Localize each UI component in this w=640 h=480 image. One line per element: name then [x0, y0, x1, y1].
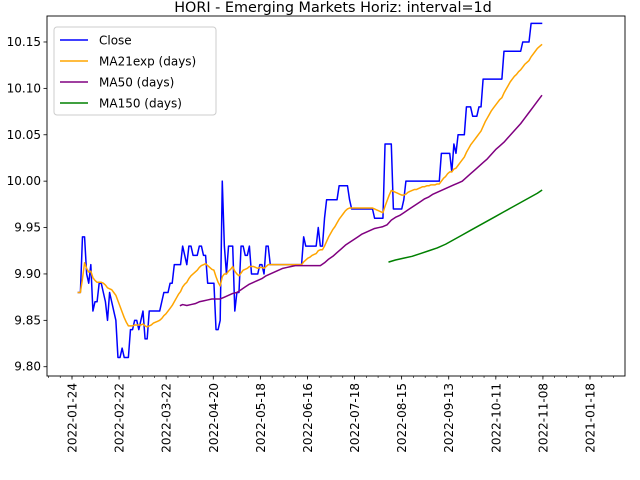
y-tick-label: 10.05	[7, 128, 41, 142]
x-tick-label: 2022-02-22	[113, 383, 127, 453]
legend-label: Close	[99, 34, 132, 48]
legend-box	[53, 26, 217, 116]
y-tick-label: 9.80	[14, 360, 41, 374]
x-tick-label: 2022-01-24	[66, 383, 80, 453]
x-tick-label: 2022-09-13	[442, 383, 456, 453]
y-tick-label: 9.85	[14, 313, 41, 327]
series-line-ma50-days	[179, 94, 543, 307]
legend-label: MA50 (days)	[99, 76, 174, 90]
series-lines	[77, 22, 543, 359]
y-tick-label: 10.10	[7, 81, 41, 95]
series-line-close	[77, 22, 543, 359]
x-tick-label: 2022-04-20	[207, 383, 221, 453]
series-line-ma21exp-days	[77, 43, 543, 328]
x-axis: 2022-01-24 2022-02-22 2022-03-22 2022-04-20…	[48, 376, 614, 453]
y-tick-label: 10.00	[7, 174, 41, 188]
x-tick-label: 2021-01-18	[584, 383, 598, 453]
x-tick-label: 2022-06-16	[301, 383, 315, 453]
x-tick-label: 2022-07-18	[348, 383, 362, 453]
y-tick-label: 9.90	[14, 267, 41, 281]
x-tick-label: 2022-08-15	[395, 383, 409, 453]
y-axis: 9.80 9.85 9.90 9.95 10.00 10.05 10.10 10.15	[7, 35, 47, 374]
x-tick-label: 2022-10-11	[489, 383, 503, 453]
y-tick-label: 10.15	[7, 35, 41, 49]
x-tick-label: 2022-03-22	[160, 383, 174, 453]
legend-items: Close MA21exp (days) MA50 (days) MA150 (day…	[60, 34, 196, 111]
x-tick-label: 2022-11-08	[536, 383, 550, 453]
chart-title: HORI - Emerging Markets Horiz: interval=…	[174, 0, 492, 16]
x-tick-label: 2022-05-18	[254, 383, 268, 453]
series-line-ma150-days	[388, 189, 543, 263]
y-tick-label: 9.95	[14, 221, 41, 235]
plot-area-frame	[46, 15, 626, 377]
legend-label: MA150 (days)	[99, 97, 182, 111]
legend: Close MA21exp (days) MA50 (days) MA150 (day…	[53, 26, 217, 116]
legend-label: MA21exp (days)	[99, 55, 196, 69]
